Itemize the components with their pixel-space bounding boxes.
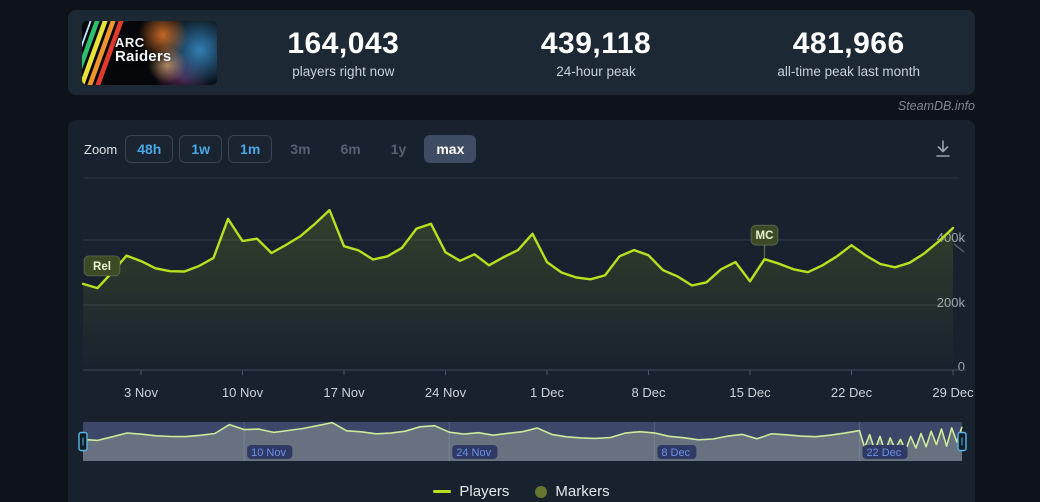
legend-markers-label: Markers [555, 483, 610, 500]
marker-MC[interactable]: MC [750, 224, 779, 246]
zoom-button-1w[interactable]: 1w [179, 135, 223, 163]
zoom-button-1y[interactable]: 1y [379, 135, 419, 163]
zoom-label: Zoom [84, 141, 118, 157]
players-line-swatch [433, 490, 452, 493]
legend-players-label: Players [459, 483, 510, 500]
svg-text:10 Nov: 10 Nov [222, 385, 264, 400]
svg-text:Rel: Rel [93, 261, 111, 273]
stat-24h-peak: 439,118 24-hour peak [470, 27, 723, 79]
chart-toolbar: Zoom 48h 1w 1m 3m 6m 1y max [68, 120, 975, 178]
zoom-button-48h[interactable]: 48h [125, 135, 174, 163]
stats-row: 164,043 players right now 439,118 24-hou… [217, 27, 975, 79]
svg-text:0: 0 [958, 359, 965, 374]
players-now-value: 164,043 [287, 26, 400, 60]
alltime-peak-label: all-time peak last month [777, 63, 920, 79]
game-title: ARC Raiders [115, 34, 172, 65]
x-axis: 3 Nov 10 Nov 17 Nov 24 Nov 1 Dec 8 Dec 15 Dec 2… [83, 369, 974, 400]
stat-players-now: 164,043 players right now [217, 27, 470, 79]
alltime-peak-value: 481,966 [792, 26, 905, 60]
peak-24h-value: 439,118 [540, 26, 652, 60]
legend-item-markers[interactable]: Markers [535, 483, 610, 500]
svg-text:24 Nov: 24 Nov [425, 385, 467, 400]
svg-text:22 Dec: 22 Dec [831, 385, 873, 400]
svg-text:8 Dec: 8 Dec [661, 447, 690, 459]
players-series-line [81, 208, 955, 370]
svg-text:3 Nov: 3 Nov [124, 385, 158, 400]
svg-text:MC: MC [756, 230, 774, 242]
steamdb-watermark: SteamDB.info [897, 99, 975, 113]
navigator-handle-right[interactable] [957, 431, 967, 452]
capsule-art [82, 20, 217, 85]
game-capsule[interactable]: ARC Raiders [82, 20, 217, 85]
svg-text:8 Dec: 8 Dec [632, 385, 666, 400]
zoom-button-3m[interactable]: 3m [278, 135, 322, 163]
download-icon[interactable] [931, 137, 955, 161]
marker-Rel[interactable]: Rel [83, 255, 121, 277]
peak-24h-label: 24-hour peak [556, 63, 636, 79]
navigator-handle-left[interactable] [78, 431, 88, 452]
zoom-button-6m[interactable]: 6m [329, 135, 373, 163]
svg-text:17 Nov: 17 Nov [323, 385, 365, 400]
range-navigator[interactable]: 10 Nov 24 Nov 8 Dec 22 Dec [78, 421, 967, 461]
svg-text:24 Nov: 24 Nov [456, 447, 491, 459]
svg-text:29 Dec: 29 Dec [932, 385, 974, 400]
svg-text:15 Dec: 15 Dec [729, 385, 771, 400]
legend-item-players[interactable]: Players [433, 483, 509, 500]
players-now-label: players right now [292, 63, 395, 79]
chart-legend: Players Markers [68, 483, 975, 500]
markers-dot-swatch [535, 485, 548, 498]
zoom-button-max[interactable]: max [424, 135, 477, 163]
svg-text:10 Nov: 10 Nov [251, 447, 286, 459]
header-card: ARC Raiders 164,043 players right now 43… [68, 10, 975, 95]
event-markers[interactable]: Rel MC [83, 224, 779, 277]
stat-alltime-peak: 481,966 all-time peak last month [722, 27, 975, 79]
svg-text:22 Dec: 22 Dec [866, 447, 901, 459]
zoom-buttons: 48h 1w 1m 3m 6m 1y max [125, 135, 477, 163]
zoom-button-1m[interactable]: 1m [228, 135, 273, 163]
svg-text:1 Dec: 1 Dec [530, 385, 564, 400]
